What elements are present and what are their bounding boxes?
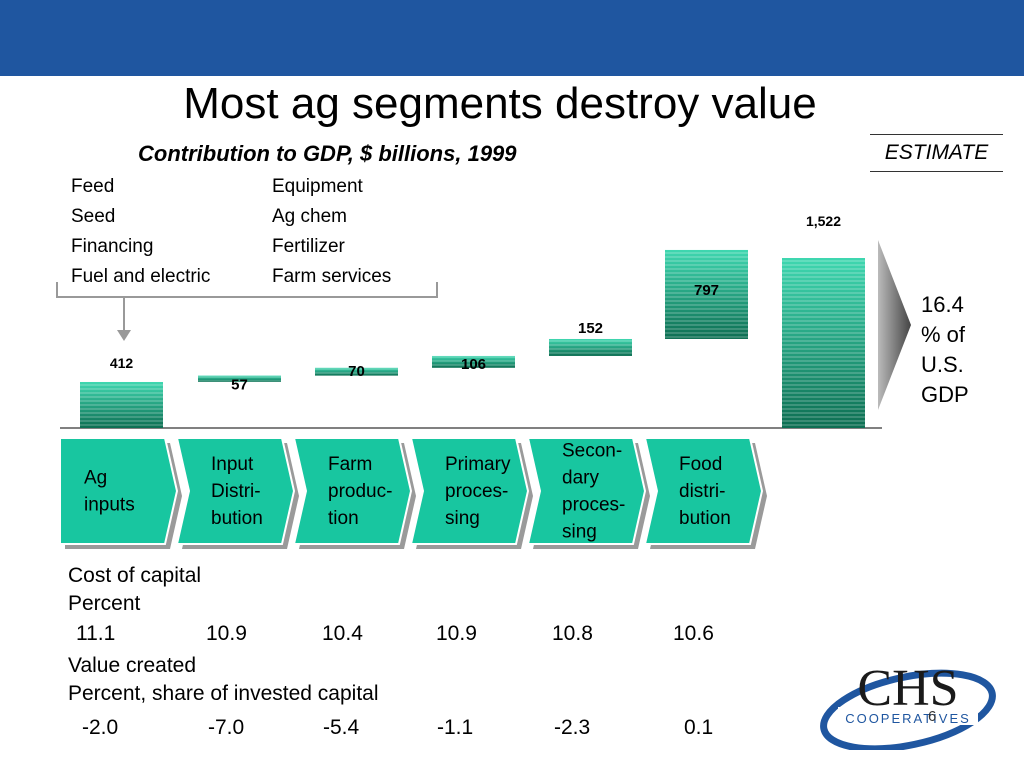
cost-of-capital-unit: Percent: [68, 592, 141, 615]
cost-of-capital-value: 11.1: [76, 622, 116, 645]
bar-value-label: 797: [694, 282, 719, 299]
segment-label: Farm produc-tion: [328, 454, 392, 529]
ag-input-item: Equipment: [272, 176, 363, 197]
cost-of-capital-value: 10.8: [552, 622, 593, 645]
chs-logo: CHS COOPERATIVES: [820, 660, 996, 750]
ag-inputs-list-2: Equipment Ag chem Fertilizer Farm servic…: [272, 172, 391, 292]
bar-stripes: [665, 249, 748, 339]
bar-stripes: [432, 355, 515, 368]
slide-title: Most ag segments destroy value: [183, 79, 817, 128]
chart-subtitle: Contribution to GDP, $ billions, 1999: [138, 141, 517, 166]
bar-stripes: [782, 258, 865, 428]
bar-stripes: [80, 381, 163, 428]
bar-value-label: 152: [578, 320, 603, 337]
bar-value-label: 106: [461, 356, 486, 373]
ag-inputs-bracket: [56, 282, 438, 298]
segment-chevron: [643, 438, 764, 545]
value-created-value: -2.3: [554, 716, 591, 739]
bar-value-label: 412: [110, 355, 134, 371]
bar-stripes: [315, 367, 398, 376]
bar-value-label: 1,522: [806, 213, 841, 229]
gdp-share-label: 16.4 % of U.S. GDP: [921, 292, 969, 407]
ag-input-item: Ag chem: [272, 206, 347, 227]
cost-of-capital-value: 10.4: [322, 622, 363, 645]
value-created-unit: Percent, share of invested capital: [68, 682, 379, 705]
segment-chevron: [175, 438, 296, 545]
ag-input-item: Feed: [71, 176, 115, 197]
value-created-value: -2.0: [82, 716, 119, 739]
cost-of-capital-value: 10.9: [436, 622, 477, 645]
cost-of-capital-title: Cost of capital: [68, 564, 202, 587]
cost-of-capital-value: 10.9: [206, 622, 247, 645]
segment-label: Input Distri-bution: [211, 454, 263, 529]
ag-input-item: Fuel and electric: [71, 266, 211, 287]
ag-inputs-list-1: Feed Seed Financing Fuel and electric: [71, 172, 210, 292]
segment-chevron: [60, 438, 179, 545]
bar-stripes: [198, 375, 281, 382]
logo-tagline: COOPERATIVES: [845, 711, 971, 726]
segment-label: Secon-dary proces-sing: [562, 441, 625, 543]
bracket-arrow-icon: [117, 330, 131, 341]
value-created-value: -1.1: [437, 716, 474, 739]
total-chevron-icon: [878, 240, 911, 410]
cost-of-capital-label: Cost of capital Percent: [68, 562, 201, 618]
page-number: 6: [928, 708, 937, 725]
segment-chevron: [292, 438, 413, 545]
estimate-label: ESTIMATE: [870, 134, 1003, 172]
value-created-value: -7.0: [208, 716, 245, 739]
segment-chevron: [409, 438, 530, 545]
value-created-title: Value created: [68, 654, 197, 677]
segment-arrows: Ag inputs Input Distri-bution Farm produc-tio…: [60, 438, 767, 549]
ag-input-item: Farm services: [272, 266, 392, 287]
ag-input-item: Financing: [71, 236, 154, 257]
value-created-value: -5.4: [323, 716, 360, 739]
bar-value-label: 70: [348, 363, 365, 380]
value-created-label: Value created Percent, share of invested…: [68, 652, 379, 708]
value-created-value: 0.1: [684, 716, 714, 739]
segment-chevron: [526, 438, 647, 545]
bar-value-label: 57: [231, 377, 248, 394]
ag-input-item: Seed: [71, 206, 116, 227]
logo-name: CHS: [857, 660, 958, 717]
ag-input-item: Fertilizer: [272, 236, 345, 257]
cost-of-capital-value: 10.6: [673, 622, 714, 645]
header-bar: [0, 0, 1024, 76]
segment-label: Food distri-bution: [679, 454, 731, 529]
segment-label: Ag inputs: [84, 468, 135, 516]
bar-stripes: [549, 338, 632, 356]
segment-label: Primary proces-sing: [445, 454, 511, 529]
bracket-arrow-line: [123, 298, 125, 332]
waterfall-chart: 412 57 70 106 152 797 1,522: [60, 213, 911, 429]
